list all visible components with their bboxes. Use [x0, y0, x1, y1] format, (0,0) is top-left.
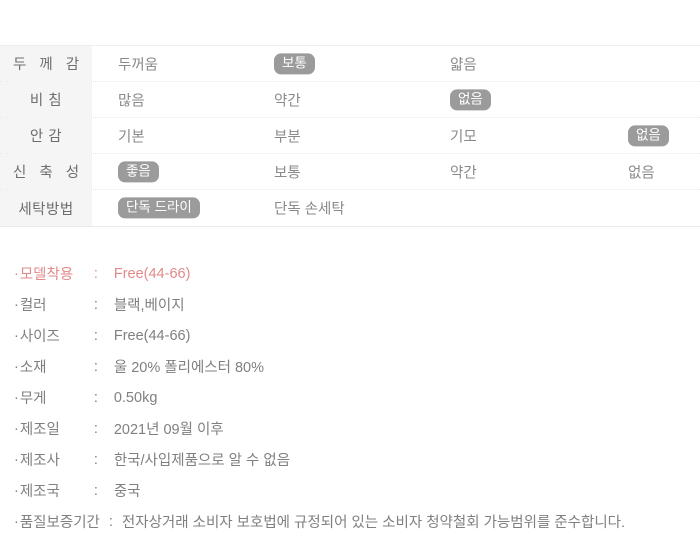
bullet-icon: · [14, 389, 19, 406]
attribute-option[interactable]: 부분 [274, 129, 301, 145]
spec-label: 컬러 [19, 298, 47, 314]
attribute-option[interactable]: 두꺼움 [118, 57, 159, 73]
spec-colon: : [93, 265, 98, 282]
spec-value: 0.50kg [113, 389, 158, 406]
attribute-row: 신 축 성 좋음 보통 약간 없음 [0, 154, 700, 190]
selected-badge: 없음 [450, 88, 491, 111]
attribute-option[interactable]: 얇음 [450, 57, 477, 73]
attribute-options: 좋음 보통 약간 없음 [92, 154, 700, 189]
attribute-label: 신 축 성 [0, 154, 92, 189]
spec-colon: : [93, 420, 98, 437]
selected-badge: 좋음 [118, 160, 159, 183]
spec-value: 울 20% 폴리에스터 80% [113, 360, 265, 376]
warranty-value: 전자상거래 소비자 보호법에 규정되어 있는 소비자 청약철회 가능범위를 준수… [121, 515, 626, 531]
attribute-label: 세탁방법 [0, 190, 92, 226]
spec-row: · 컬러: 블랙,베이지 [0, 289, 700, 320]
attribute-option[interactable]: 단독 손세탁 [274, 201, 345, 218]
attribute-option-selected[interactable]: 없음 [450, 88, 491, 111]
attribute-label: 비 침 [0, 82, 92, 117]
warranty-colon: : [108, 513, 113, 530]
spec-colon: : [93, 482, 98, 499]
spec-label: 제조국 [19, 484, 60, 500]
bullet-icon: · [14, 296, 19, 313]
spec-label: 무게 [19, 391, 47, 407]
attribute-options: 단독 드라이 단독 손세탁 [92, 190, 700, 226]
attribute-option[interactable]: 기본 [118, 129, 145, 145]
selected-badge: 보통 [274, 52, 315, 75]
spec-row: · 소재: 울 20% 폴리에스터 80% [0, 351, 700, 382]
spec-colon: : [93, 296, 98, 313]
spec-colon: : [93, 327, 98, 344]
spec-colon: : [93, 451, 98, 468]
spec-colon: : [93, 358, 98, 375]
spec-colon: : [93, 389, 98, 406]
attribute-label: 두 께 감 [0, 46, 92, 81]
attribute-option[interactable]: 많음 [118, 93, 145, 109]
bullet-icon: · [14, 513, 19, 530]
spec-row: · 사이즈: Free(44-66) [0, 320, 700, 351]
bullet-icon: · [14, 358, 19, 375]
attribute-option[interactable]: 약간 [450, 165, 477, 181]
bullet-icon: · [14, 327, 19, 344]
attribute-row: 세탁방법 단독 드라이 단독 손세탁 [0, 190, 700, 226]
warranty-row: · 품질보증기간: 전자상거래 소비자 보호법에 규정되어 있는 소비자 청약철회 … [0, 506, 700, 537]
product-spec-list: · 모델착용: Free(44-66) · 컬러: 블랙,베이지 · 사이즈: Free(44-… [0, 258, 700, 537]
bullet-icon: · [14, 420, 19, 437]
attribute-option-selected[interactable]: 단독 드라이 [118, 197, 200, 219]
spec-value: Free(44-66) [113, 327, 191, 344]
spec-label: 소재 [19, 360, 47, 376]
spec-value: 중국 [113, 484, 141, 500]
attribute-row: 안 감 기본 부분 기모 없음 [0, 118, 700, 154]
spec-label: 제조사 [19, 453, 60, 469]
spec-row: · 모델착용: Free(44-66) [0, 258, 700, 289]
spec-value: 한국/사입제품으로 알 수 없음 [113, 453, 291, 469]
bullet-icon: · [14, 265, 19, 282]
attribute-options: 두꺼움 보통 얇음 [92, 46, 700, 81]
bullet-icon: · [14, 451, 19, 468]
attribute-option[interactable]: 보통 [274, 165, 301, 181]
attribute-option-selected[interactable]: 좋음 [118, 160, 159, 183]
attribute-option-selected[interactable]: 보통 [274, 52, 315, 75]
spec-label: 제조일 [19, 422, 60, 438]
spec-value: 블랙,베이지 [113, 298, 185, 314]
attribute-options: 많음 약간 없음 [92, 82, 700, 117]
selected-badge: 없음 [628, 124, 669, 147]
attribute-options: 기본 부분 기모 없음 [92, 118, 700, 153]
spec-row: · 제조국: 중국 [0, 475, 700, 506]
spec-label: 모델착용 [19, 267, 74, 283]
attributes-table: 두 께 감 두꺼움 보통 얇음 비 침 많음 약간 없음 안 감 기본 부분 기모 없음 신 축 성 좋음 보… [0, 45, 700, 227]
selected-badge: 단독 드라이 [118, 197, 200, 219]
attribute-option[interactable]: 기모 [450, 129, 477, 145]
attribute-option[interactable]: 약간 [274, 93, 301, 109]
warranty-label: 품질보증기간 [19, 515, 100, 531]
attribute-option[interactable]: 없음 [628, 165, 655, 181]
attribute-row: 두 께 감 두꺼움 보통 얇음 [0, 46, 700, 82]
attribute-row: 비 침 많음 약간 없음 [0, 82, 700, 118]
attribute-label: 안 감 [0, 118, 92, 153]
spec-value: 2021년 09월 이후 [113, 422, 224, 438]
spec-row: · 무게:0.50kg [0, 382, 700, 413]
attribute-option-selected[interactable]: 없음 [628, 124, 669, 147]
spec-value: Free(44-66) [113, 265, 191, 282]
spec-row: · 제조일:2021년 09월 이후 [0, 413, 700, 444]
bullet-icon: · [14, 482, 19, 499]
spec-label: 사이즈 [19, 329, 60, 345]
spec-row: · 제조사: 한국/사입제품으로 알 수 없음 [0, 444, 700, 475]
